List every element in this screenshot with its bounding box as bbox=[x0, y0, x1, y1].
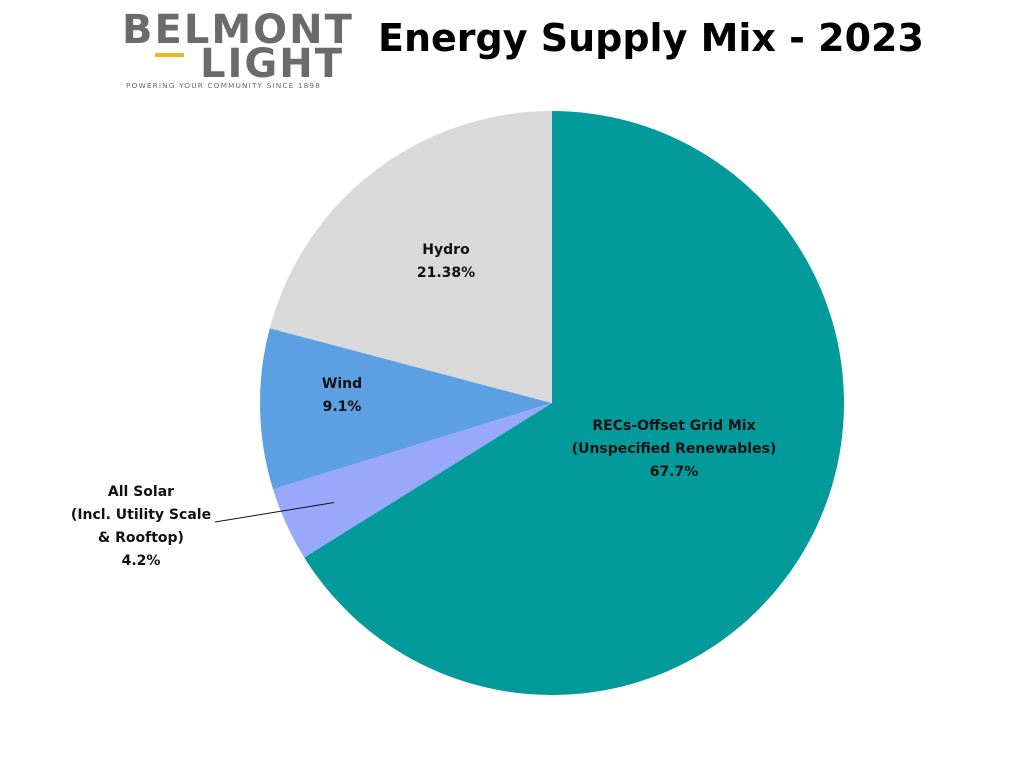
belmont-light-logo: BELMONT LIGHT POWERING YOUR COMMUNITY SI… bbox=[122, 7, 352, 92]
slice-label-wind: Wind 9.1% bbox=[322, 376, 362, 415]
solar-leader-line bbox=[214, 502, 335, 523]
logo-line-2: LIGHT bbox=[200, 41, 344, 87]
logo-tagline: POWERING YOUR COMMUNITY SINCE 1898 bbox=[126, 81, 322, 90]
pie-labels: RECs-Offset Grid Mix (Unspecified Renewab… bbox=[71, 242, 776, 569]
pie-slice-recs-offset-grid-mix bbox=[304, 111, 845, 695]
slice-label-all-solar: All Solar (Incl. Utility Scale & Rooftop) 4… bbox=[71, 484, 211, 569]
logo-line-1: BELMONT bbox=[122, 7, 352, 57]
pie-slice-hydro bbox=[269, 111, 552, 403]
slice-label-hydro: Hydro 21.38% bbox=[417, 242, 475, 281]
pie-slices bbox=[260, 111, 845, 695]
pie-slice-wind bbox=[260, 328, 552, 490]
pie-slice-all-solar bbox=[273, 403, 552, 558]
slice-label-recs-offset-grid-mix: RECs-Offset Grid Mix (Unspecified Renewab… bbox=[572, 418, 777, 480]
logo-accent-letter: E bbox=[154, 7, 184, 57]
chart-title: Energy Supply Mix - 2023 bbox=[378, 16, 924, 60]
